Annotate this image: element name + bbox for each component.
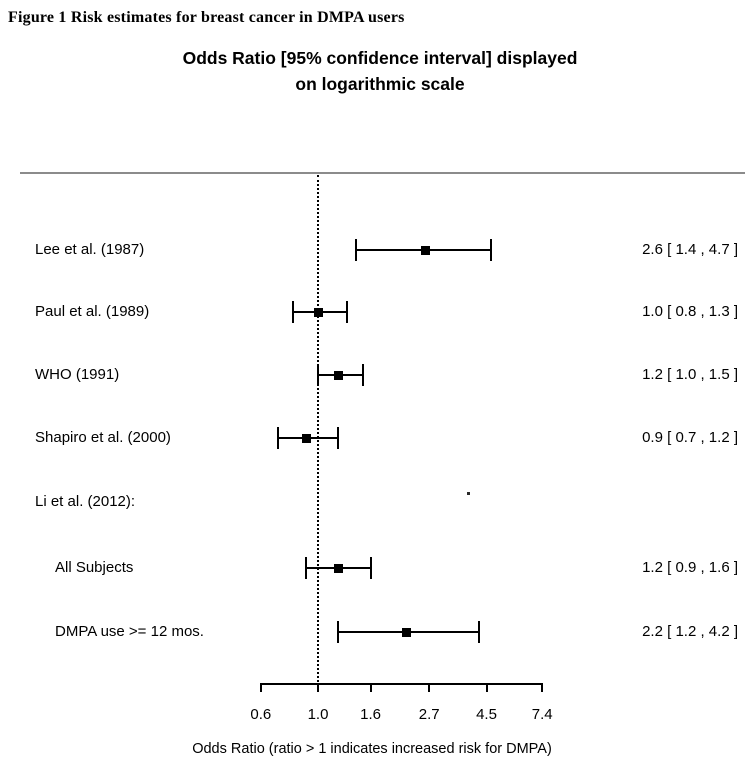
x-axis-tick-label: 1.6 — [360, 706, 382, 723]
study-value: 2.2 [ 1.2 , 4.2 ] — [642, 623, 738, 640]
ci-cap-left — [317, 364, 319, 386]
ci-cap-right — [362, 364, 365, 386]
chart-title-line1: Odds Ratio [95% confidence interval] dis… — [182, 48, 578, 68]
study-value: 1.2 [ 1.0 , 1.5 ] — [642, 366, 738, 383]
ci-cap-left — [277, 427, 280, 449]
ci-cap-right — [490, 239, 493, 261]
study-label: Li et al. (2012): — [35, 493, 136, 510]
ci-cap-left — [305, 557, 308, 579]
or-point — [313, 307, 323, 317]
ci-cap-right — [337, 427, 340, 449]
study-value: 1.0 [ 0.8 , 1.3 ] — [642, 303, 738, 320]
figure-caption: Figure 1 Risk estimates for breast cance… — [8, 9, 405, 26]
ci-cap-right — [477, 621, 480, 643]
x-axis-tick — [317, 683, 319, 692]
study-label: DMPA use >= 12 mos. — [55, 623, 204, 640]
x-axis-tick-label: 1.0 — [307, 706, 329, 723]
ci-cap-right — [369, 557, 372, 579]
or-point — [401, 627, 411, 637]
x-axis-tick-label: 2.7 — [418, 706, 440, 723]
x-axis-tick-label: 0.6 — [250, 706, 272, 723]
or-point — [301, 433, 311, 443]
study-value: 0.9 [ 0.7 , 1.2 ] — [642, 429, 738, 446]
study-label: WHO (1991) — [35, 366, 120, 383]
x-axis-line — [260, 683, 543, 685]
top-separator-line — [20, 172, 745, 174]
chart-title: Odds Ratio [95% confidence interval] dis… — [10, 45, 748, 97]
study-label: Paul et al. (1989) — [35, 303, 150, 320]
or-point — [420, 245, 430, 255]
x-axis-label: Odds Ratio (ratio > 1 indicates increase… — [192, 741, 552, 757]
study-value: 1.2 [ 0.9 , 1.6 ] — [642, 559, 738, 576]
study-label: Lee et al. (1987) — [35, 241, 145, 258]
chart-title-line2: on logarithmic scale — [295, 74, 465, 94]
x-axis-tick — [428, 683, 431, 692]
reference-line-odds-1 — [317, 175, 319, 682]
or-point — [333, 370, 343, 380]
study-label: All Subjects — [55, 559, 134, 576]
ci-cap-left — [354, 239, 357, 261]
stray-dot — [467, 492, 470, 495]
x-axis-tick — [485, 683, 488, 692]
x-axis-tick — [369, 683, 372, 692]
ci-cap-right — [346, 301, 349, 323]
ci-cap-left — [292, 301, 294, 323]
study-value: 2.6 [ 1.4 , 4.7 ] — [642, 241, 738, 258]
or-point — [333, 563, 343, 573]
x-axis-tick-label: 4.5 — [476, 706, 497, 723]
x-axis-tick — [541, 683, 544, 692]
ci-cap-left — [337, 621, 340, 643]
study-label: Shapiro et al. (2000) — [35, 429, 171, 446]
x-axis-tick-label: 7.4 — [531, 706, 553, 723]
x-axis-tick — [259, 683, 262, 692]
